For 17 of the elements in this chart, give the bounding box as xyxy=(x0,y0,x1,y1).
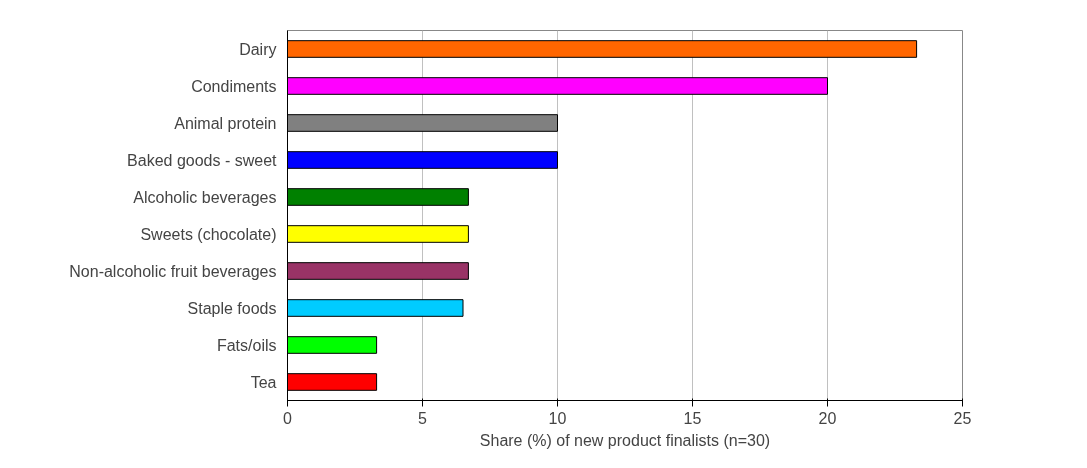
x-axis-title: Share (%) of new product finalists (n=30) xyxy=(479,431,771,449)
y-tick-label: Staple foods xyxy=(187,299,277,317)
y-tick-label: Tea xyxy=(250,373,277,391)
x-tick-label: 5 xyxy=(418,409,428,427)
y-tick-label: Fats/oils xyxy=(216,336,277,354)
x-tick-label: 25 xyxy=(953,409,972,427)
x-tick-label: 0 xyxy=(283,409,293,427)
y-tick-label: Animal protein xyxy=(174,114,277,132)
y-tick-label: Non-alcoholic fruit beverages xyxy=(69,262,277,280)
y-tick-label: Sweets (chocolate) xyxy=(140,225,277,243)
x-tick-label: 10 xyxy=(548,409,567,427)
y-tick-label: Alcoholic beverages xyxy=(133,188,277,206)
y-tick-label: Dairy xyxy=(239,40,277,58)
x-tick-label: 15 xyxy=(683,409,702,427)
y-tick-label: Condiments xyxy=(191,77,277,95)
x-tick-label: 20 xyxy=(818,409,837,427)
y-tick-label: Baked goods - sweet xyxy=(127,151,278,169)
